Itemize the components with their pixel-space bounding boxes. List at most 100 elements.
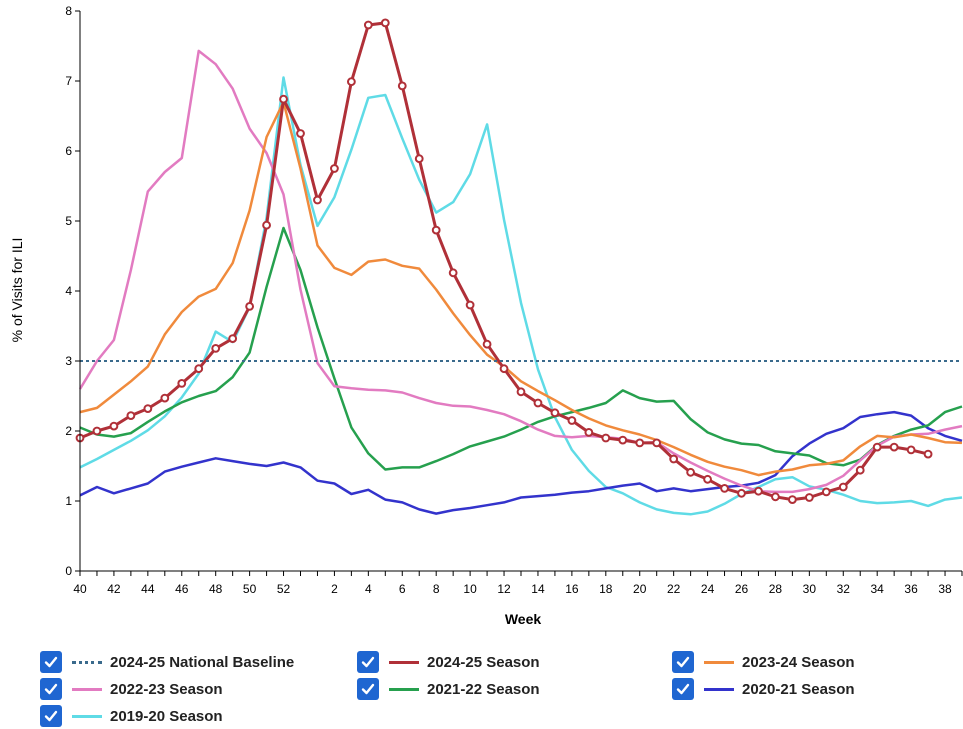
data-point-marker — [448, 268, 458, 278]
data-point-marker — [431, 225, 441, 235]
x-tick-label: 8 — [433, 582, 440, 596]
y-tick-label: 5 — [65, 214, 72, 228]
data-point-marker — [92, 426, 102, 436]
data-point-marker — [194, 364, 204, 374]
legend-item[interactable]: 2020-21 Season — [672, 678, 855, 700]
data-point-marker — [313, 195, 322, 205]
data-point-marker — [279, 94, 288, 104]
x-axis-title: Week — [505, 611, 542, 627]
data-point-marker — [245, 302, 255, 311]
series-line-2019-20-season — [79, 76, 963, 516]
legend-checkbox[interactable] — [40, 651, 62, 673]
legend-item[interactable]: 2022-23 Season — [40, 678, 223, 700]
x-tick-label: 16 — [565, 582, 579, 596]
legend-checkbox[interactable] — [672, 651, 694, 673]
x-tick-label: 52 — [277, 582, 291, 596]
x-tick-label: 36 — [904, 582, 918, 596]
data-point-marker — [228, 334, 238, 344]
checkmark-icon — [44, 710, 58, 722]
data-point-marker — [906, 445, 916, 455]
x-tick-label: 2 — [331, 582, 338, 596]
legend-item[interactable]: 2019-20 Season — [40, 705, 223, 727]
y-axis-title: % of Visits for ILI — [9, 238, 25, 343]
legend-item[interactable]: 2021-22 Season — [357, 678, 540, 700]
data-point-marker — [754, 486, 763, 496]
data-point-marker — [177, 379, 187, 388]
checkmark-icon — [44, 656, 58, 668]
data-point-marker — [380, 18, 390, 28]
data-point-marker — [737, 488, 746, 498]
data-point-marker — [346, 77, 356, 87]
legend-checkbox[interactable] — [357, 651, 379, 673]
x-tick-label: 4 — [365, 582, 372, 596]
legend-label: 2023-24 Season — [742, 653, 855, 671]
data-point-marker — [550, 408, 560, 418]
data-point-marker — [889, 442, 899, 452]
legend-label: 2022-23 Season — [110, 680, 223, 698]
series-line-2020-21-season — [79, 410, 963, 515]
data-point-marker — [516, 387, 526, 397]
legend-swatch — [389, 687, 419, 691]
data-point-marker — [533, 398, 543, 408]
y-tick-label: 1 — [65, 494, 72, 508]
checkmark-icon — [44, 683, 58, 695]
x-tick-label: 14 — [531, 582, 545, 596]
x-tick-label: 22 — [667, 582, 681, 596]
checkmark-icon — [361, 683, 375, 695]
x-tick-label: 10 — [463, 582, 477, 596]
data-point-marker — [601, 433, 611, 443]
checkmark-icon — [361, 656, 375, 668]
data-point-marker — [635, 438, 645, 448]
data-point-marker — [584, 428, 594, 437]
x-tick-label: 18 — [599, 582, 613, 596]
legend-swatch — [704, 660, 734, 664]
legend-label: 2021-22 Season — [427, 680, 540, 698]
x-tick-label: 34 — [871, 582, 885, 596]
data-point-marker — [567, 416, 577, 425]
data-point-marker — [414, 154, 424, 164]
data-point-marker — [397, 81, 407, 91]
legend-checkbox[interactable] — [357, 678, 379, 700]
legend-checkbox[interactable] — [40, 705, 62, 727]
data-point-marker — [703, 474, 712, 484]
data-point-marker — [160, 393, 170, 403]
legend-item[interactable]: 2023-24 Season — [672, 651, 855, 673]
x-tick-label: 38 — [938, 582, 952, 596]
data-point-marker — [126, 411, 136, 421]
x-tick-label: 26 — [735, 582, 749, 596]
data-point-marker — [821, 487, 831, 497]
data-point-marker — [720, 484, 729, 493]
x-tick-label: 30 — [803, 582, 817, 596]
data-point-marker — [923, 449, 933, 459]
legend-item[interactable]: 2024-25 National Baseline — [40, 651, 294, 673]
legend-swatch — [389, 660, 419, 664]
legend-label: 2019-20 Season — [110, 707, 223, 725]
x-tick-label: 24 — [701, 582, 715, 596]
data-point-marker — [262, 220, 271, 230]
legend-checkbox[interactable] — [672, 678, 694, 700]
y-tick-label: 3 — [65, 354, 72, 368]
legend-label: 2024-25 Season — [427, 653, 540, 671]
x-tick-label: 28 — [769, 582, 783, 596]
series-line-2021-22-season — [79, 226, 963, 471]
y-tick-label: 4 — [65, 284, 72, 298]
data-point-marker — [771, 492, 780, 502]
data-point-marker — [804, 493, 814, 502]
data-point-marker — [143, 404, 153, 414]
data-point-marker — [296, 129, 305, 138]
x-tick-label: 42 — [107, 582, 121, 596]
x-tick-label: 32 — [837, 582, 851, 596]
x-tick-label: 44 — [141, 582, 155, 596]
y-tick-label: 8 — [65, 4, 72, 18]
data-point-marker — [855, 465, 865, 475]
legend-item[interactable]: 2024-25 Season — [357, 651, 540, 673]
series-line-2024-25-season — [79, 21, 929, 502]
legend-swatch — [72, 660, 102, 664]
x-tick-label: 48 — [209, 582, 223, 596]
legend-checkbox[interactable] — [40, 678, 62, 700]
data-point-marker — [465, 300, 475, 310]
y-tick-label: 0 — [65, 564, 72, 578]
data-point-marker — [669, 454, 679, 464]
data-point-marker — [211, 344, 221, 353]
